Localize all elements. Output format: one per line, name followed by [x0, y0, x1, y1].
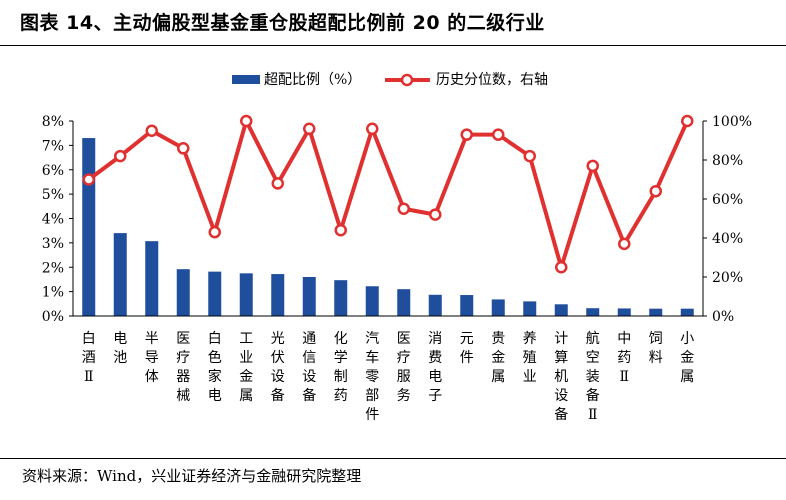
legend: 超配比例（%） 历史分位数，右轴	[232, 72, 548, 88]
left-tick-label: 7%	[42, 138, 64, 154]
x-tick-label: 化学制药	[334, 331, 348, 404]
line-point	[82, 173, 95, 186]
bar	[271, 274, 285, 316]
x-tick-label: 消费电子	[428, 331, 442, 404]
bar	[523, 301, 537, 316]
bar	[82, 138, 96, 316]
left-axis: 0% 1% 2% 3% 4% 5% 6% 7% 8%	[42, 114, 74, 325]
bar	[428, 294, 442, 316]
x-tick-label: 中药 Ⅱ	[617, 331, 631, 385]
line-point	[303, 122, 316, 136]
line-point	[649, 184, 662, 198]
x-tick-label: 工业金属	[239, 331, 253, 404]
line-point	[555, 261, 568, 274]
right-tick-label: 80%	[712, 153, 743, 169]
left-tick-label: 4%	[42, 212, 64, 228]
right-tick-label: 0%	[712, 309, 734, 325]
x-tick-label: 元件	[460, 331, 474, 366]
line-series	[82, 114, 694, 274]
left-tick-label: 1%	[42, 285, 64, 301]
x-tick-label: 通信设备	[302, 331, 316, 404]
bar	[208, 271, 222, 316]
x-axis: 白酒 Ⅱ 电池 半导体 医疗器械 白色家电 工业金属 光伏设备 通信设备 化学制药 汽车零部件 医疗服…	[73, 315, 703, 423]
right-tick-label: 100%	[712, 114, 752, 130]
line-point	[208, 225, 221, 239]
line-point	[586, 159, 599, 173]
bar	[460, 295, 474, 316]
line-point	[114, 149, 127, 163]
line-point	[618, 237, 631, 251]
x-tick-label: 饲料	[649, 331, 663, 366]
footer-divider	[0, 458, 786, 459]
x-tick-label: 医疗服务	[397, 331, 411, 404]
x-tick-label: 养殖业	[523, 331, 537, 385]
x-tick-label: 航空装备 Ⅱ	[586, 331, 600, 423]
bar	[113, 233, 127, 316]
line-point	[681, 114, 694, 128]
legend-line-label: 历史分位数，右轴	[436, 72, 548, 88]
line-point	[523, 149, 536, 163]
chart-canvas: 超配比例（%） 历史分位数，右轴 0% 1% 2% 3% 4% 5% 6% 7% 8% 0% 20…	[42, 72, 752, 423]
bar	[365, 286, 379, 316]
x-tick-label: 计算机设备	[554, 331, 568, 423]
x-tick-label: 半导体	[145, 331, 159, 385]
bar	[302, 277, 316, 316]
line-point	[492, 128, 505, 141]
right-axis: 0% 20% 40% 60% 80% 100%	[702, 114, 752, 325]
x-tick-label: 电池	[113, 331, 127, 366]
left-tick-label: 5%	[42, 187, 64, 203]
line-path	[87, 119, 690, 270]
x-tick-label: 白酒 Ⅱ	[82, 331, 96, 385]
line-point	[460, 128, 473, 141]
left-tick-label: 2%	[42, 260, 64, 276]
legend-line-marker	[400, 73, 414, 87]
line-point	[334, 223, 347, 237]
title-divider	[0, 45, 786, 46]
right-tick-label: 60%	[712, 192, 743, 208]
line-point	[397, 202, 410, 215]
left-tick-label: 0%	[42, 309, 64, 325]
bar	[176, 269, 190, 316]
bar	[554, 304, 568, 316]
bar	[334, 280, 348, 316]
bar	[586, 308, 600, 316]
right-tick-label: 20%	[712, 270, 743, 286]
bar	[239, 273, 253, 316]
x-tick-label: 光伏设备	[271, 331, 285, 404]
left-tick-label: 3%	[42, 236, 64, 252]
line-point	[240, 114, 253, 128]
bar	[617, 308, 631, 316]
line-point	[366, 122, 379, 136]
x-tick-label: 汽车零部件	[365, 331, 379, 423]
bar	[680, 308, 694, 316]
left-tick-label: 8%	[42, 114, 64, 130]
bar	[397, 289, 411, 316]
bar	[491, 299, 505, 316]
line-point	[145, 124, 158, 137]
bar	[145, 241, 159, 316]
right-tick-label: 40%	[712, 231, 743, 247]
line-point	[429, 208, 442, 221]
legend-bar-swatch	[232, 75, 260, 84]
legend-bar-label: 超配比例（%）	[264, 72, 361, 88]
line-point	[271, 177, 284, 190]
bar-series	[82, 138, 694, 316]
left-tick-label: 6%	[42, 163, 64, 179]
chart-title: 图表 14、主动偏股型基金重仓股超配比例前 20 的二级行业	[20, 12, 545, 34]
x-tick-label: 医疗器械	[176, 331, 190, 404]
x-tick-label: 贵金属	[491, 331, 505, 385]
x-tick-label: 小金属	[680, 331, 694, 385]
source-note: 资料来源：Wind，兴业证券经济与金融研究院整理	[22, 467, 362, 485]
x-tick-label: 白色家电	[208, 331, 222, 404]
line-point	[177, 142, 190, 155]
bar	[649, 308, 663, 316]
